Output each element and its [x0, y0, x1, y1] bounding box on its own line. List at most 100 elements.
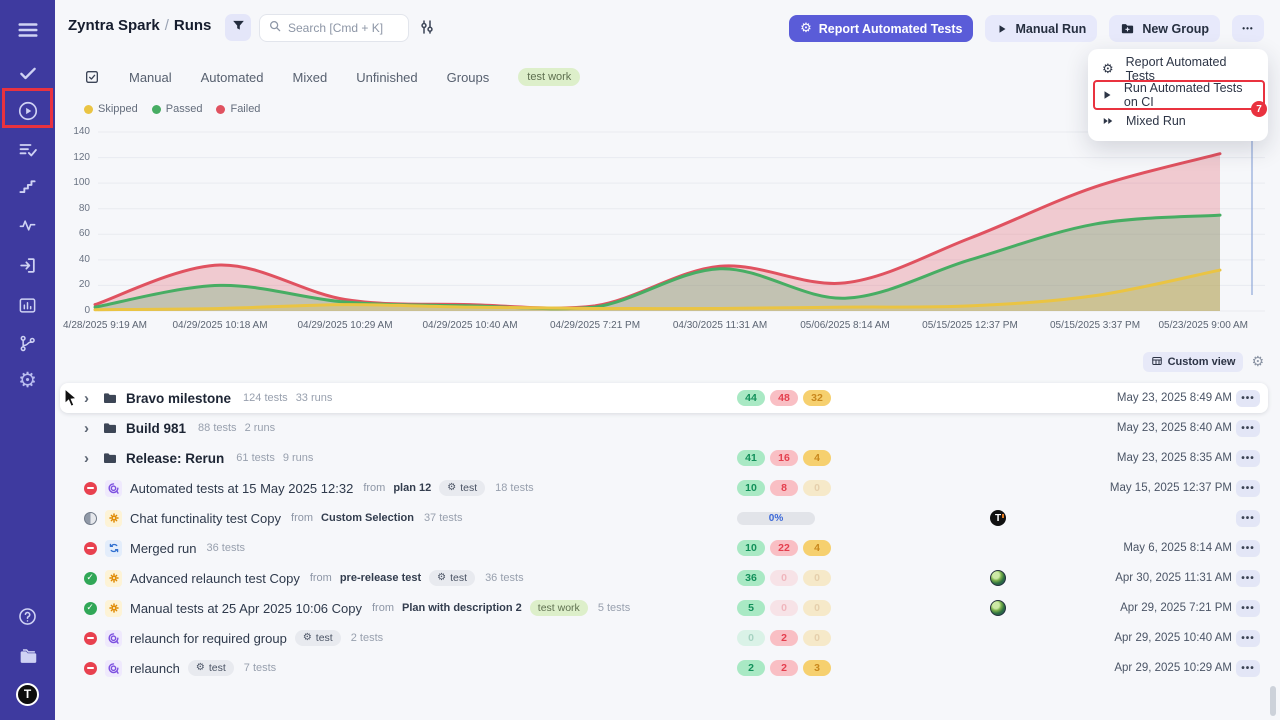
- run-title[interactable]: Merged run: [130, 540, 197, 556]
- sidebar-item-menu[interactable]: [0, 15, 55, 45]
- table-row[interactable]: Automated tests at 15 May 2025 12:32 from…: [60, 473, 1268, 503]
- table-row[interactable]: Manual tests at 25 Apr 2025 10:06 Copy fr…: [60, 593, 1268, 623]
- runs-list-view-icon[interactable]: [84, 69, 100, 85]
- run-title[interactable]: Manual tests at 25 Apr 2025 10:06 Copy: [130, 600, 362, 616]
- run-type-manual-icon: [105, 569, 122, 587]
- group-title[interactable]: Bravo milestone: [126, 390, 232, 406]
- status-passed-icon: [84, 571, 97, 585]
- chevron-right-icon[interactable]: ›: [84, 449, 89, 467]
- row-more-button[interactable]: •••: [1236, 569, 1260, 587]
- table-row[interactable]: Advanced relaunch test Copy from pre-relea…: [60, 563, 1268, 593]
- sidebar-item-folders[interactable]: [0, 641, 55, 671]
- sidebar-item-bar-chart[interactable]: [0, 290, 55, 320]
- table-row[interactable]: Merged run 36 tests 10 22 4 May 6, 2025 8:14 …: [60, 533, 1268, 563]
- table-row[interactable]: Chat functinality test Copy from Custom Se…: [60, 503, 1268, 533]
- folders-icon: [17, 645, 39, 667]
- chevron-right-icon[interactable]: ›: [84, 389, 89, 407]
- run-title[interactable]: Automated tests at 15 May 2025 12:32: [130, 480, 354, 496]
- breadcrumb-project[interactable]: Zyntra Spark: [68, 17, 160, 34]
- menu-item-mixed-run[interactable]: Mixed Run: [1088, 108, 1268, 134]
- view-settings-gear-icon[interactable]: ⚙: [1251, 354, 1264, 370]
- chart-canvas[interactable]: [60, 122, 1268, 334]
- legend-label: Passed: [165, 103, 203, 115]
- assignee-avatar[interactable]: [990, 600, 1006, 616]
- run-tag[interactable]: ⚙ test: [294, 630, 341, 646]
- run-tag[interactable]: ⚙ test: [429, 570, 476, 586]
- row-more-button[interactable]: •••: [1236, 389, 1260, 407]
- custom-view-button[interactable]: Custom view: [1142, 352, 1244, 372]
- sliders-icon[interactable]: [418, 18, 438, 38]
- sidebar-item-help[interactable]: [0, 601, 55, 631]
- table-row[interactable]: › Bravo milestone 124 tests 33 runs 44 48 32 Ma…: [60, 383, 1268, 413]
- from-value[interactable]: plan 12: [393, 482, 432, 494]
- legend-item-failed[interactable]: Failed: [216, 103, 260, 115]
- sidebar-item-branch[interactable]: [0, 328, 55, 358]
- sidebar-item-play-circle[interactable]: [0, 96, 55, 126]
- run-tag[interactable]: ⚙ test: [439, 480, 486, 496]
- tab-manual[interactable]: Manual: [129, 69, 172, 85]
- tab-automated[interactable]: Automated: [200, 69, 264, 85]
- run-tag[interactable]: test work: [529, 600, 588, 616]
- new-group-button[interactable]: New Group: [1109, 15, 1220, 42]
- more-actions-button[interactable]: •••: [1232, 15, 1264, 42]
- legend-item-skipped[interactable]: Skipped: [84, 103, 138, 115]
- sidebar-item-logo-avatar[interactable]: T: [0, 679, 55, 709]
- table-row[interactable]: › Build 981 88 tests 2 runs May 23, 2025 8:4…: [60, 413, 1268, 443]
- chart-legend: Skipped Passed Failed: [84, 103, 260, 115]
- run-title[interactable]: Chat functinality test Copy: [130, 510, 282, 526]
- sidebar-item-steps[interactable]: [0, 171, 55, 201]
- tab-mixed[interactable]: Mixed: [292, 69, 328, 85]
- tab-unfinished[interactable]: Unfinished: [356, 69, 418, 85]
- from-value[interactable]: Plan with description 2: [402, 602, 522, 614]
- gear-spark-icon: ⚙: [800, 21, 812, 36]
- row-more-button[interactable]: •••: [1236, 539, 1260, 557]
- report-automated-tests-button[interactable]: ⚙ Report Automated Tests: [789, 15, 974, 42]
- tab-filter-badge[interactable]: test work: [518, 68, 581, 86]
- search-box[interactable]: [259, 14, 409, 42]
- status-failed-icon: [84, 481, 97, 495]
- group-title[interactable]: Release: Rerun: [126, 450, 225, 466]
- chevron-right-icon[interactable]: ›: [84, 419, 89, 437]
- sidebar-item-check[interactable]: [0, 58, 55, 88]
- row-more-button[interactable]: •••: [1236, 599, 1260, 617]
- run-title[interactable]: relaunch: [130, 660, 180, 676]
- tab-groups[interactable]: Groups: [446, 69, 490, 85]
- run-tag[interactable]: ⚙ test: [187, 660, 234, 676]
- menu-item-run-automated-tests-on-ci[interactable]: Run Automated Tests on CI 7: [1088, 80, 1268, 117]
- run-type-manual-icon: [105, 599, 122, 617]
- sidebar-item-pulse[interactable]: [0, 210, 55, 240]
- menu-item-report-automated-tests[interactable]: ⚙ Report Automated Tests: [1088, 55, 1268, 83]
- sidebar-item-gear[interactable]: ⚙: [0, 365, 55, 395]
- table-row[interactable]: › Release: Rerun 61 tests 9 runs 41 16 4 May 23…: [60, 443, 1268, 473]
- row-more-button[interactable]: •••: [1236, 629, 1260, 647]
- legend-item-passed[interactable]: Passed: [151, 103, 203, 115]
- run-date: May 23, 2025 8:49 AM: [1116, 392, 1232, 404]
- y-axis-tick: 20: [78, 279, 90, 291]
- table-row[interactable]: relaunch ⚙ test 7 tests 2 2 3 Apr 29, 2025 10:2…: [60, 653, 1268, 683]
- filter-button[interactable]: [225, 14, 251, 41]
- assignee-avatar[interactable]: [990, 570, 1006, 586]
- failed-count-badge: 8: [770, 480, 798, 496]
- from-value[interactable]: pre-release test: [339, 572, 422, 584]
- bar-chart-icon: [18, 296, 37, 315]
- assignee-avatar[interactable]: T: [990, 510, 1006, 526]
- run-title[interactable]: Advanced relaunch test Copy: [130, 570, 300, 586]
- tag-gear-icon: ⚙: [302, 632, 312, 643]
- scrollbar-thumb[interactable]: [1270, 686, 1276, 716]
- sidebar-item-sign-in[interactable]: [0, 250, 55, 280]
- run-title[interactable]: relaunch for required group: [130, 630, 287, 646]
- steps-icon: [18, 177, 37, 196]
- row-more-button[interactable]: •••: [1236, 449, 1260, 467]
- sidebar-item-list-check[interactable]: [0, 135, 55, 165]
- row-more-button[interactable]: •••: [1236, 509, 1260, 527]
- group-title[interactable]: Build 981: [126, 420, 187, 436]
- row-more-button[interactable]: •••: [1236, 659, 1260, 677]
- manual-run-button[interactable]: Manual Run: [985, 15, 1098, 42]
- search-input[interactable]: [288, 21, 398, 35]
- runs-list: › Bravo milestone 124 tests 33 runs 44 48 32 Ma…: [60, 383, 1268, 683]
- row-more-button[interactable]: •••: [1236, 419, 1260, 437]
- row-main: Merged run 36 tests: [60, 539, 245, 557]
- table-row[interactable]: relaunch for required group ⚙ test 2 tests 0…: [60, 623, 1268, 653]
- row-more-button[interactable]: •••: [1236, 479, 1260, 497]
- from-value[interactable]: Custom Selection: [321, 512, 414, 524]
